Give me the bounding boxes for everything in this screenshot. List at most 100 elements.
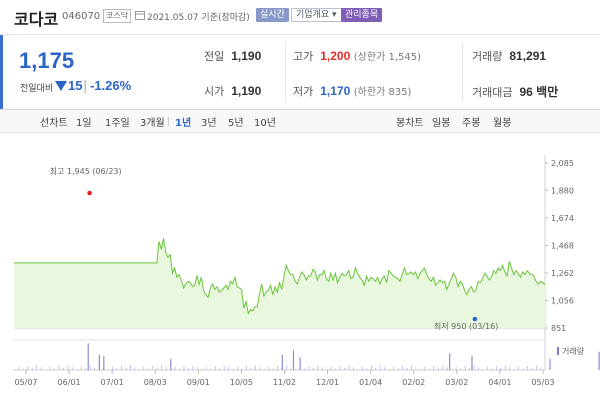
volume-bar [201,369,203,370]
volume-bar [549,358,551,370]
volume-bar [420,369,421,370]
volume-bar [205,366,207,370]
volume-bar [63,367,64,370]
y-tick-label: 2,085 [551,159,574,168]
high-price: 고가 1,200 (상한가 1,545) [293,49,421,63]
tab-1w[interactable]: 1주일 [105,118,130,129]
tab-weekly[interactable]: 주봉 [462,118,481,129]
x-tick-label: 12/01 [316,378,339,387]
volume-bar [527,366,528,370]
volume-bar [304,368,305,370]
volume-bar [299,357,301,370]
tab-daily[interactable]: 일봉 [432,118,451,129]
volume-bar [464,366,466,370]
divider [168,117,169,126]
volume-bar [40,367,42,370]
volume-bar [272,368,274,370]
volume-bar [339,366,341,370]
volume-bar [317,365,319,370]
volume-bar [281,354,283,370]
x-tick-label: 05/03 [531,378,554,387]
tab-1d[interactable]: 1일 [76,118,92,129]
volume-bar [375,367,377,370]
volume-label: 거래량 [562,346,585,356]
volume-bar [451,369,453,370]
current-price-panel: 1,175 전일대비 15 | -1.26% [0,35,195,109]
volume-bar [241,368,243,370]
volume-bar [471,356,473,370]
volume-bar [335,368,337,370]
volume-bar [22,368,24,370]
volume-bar [54,368,55,370]
volume-bar [449,353,451,370]
volume-bar [87,343,89,370]
volume-bar [214,366,216,370]
volume-bar [18,366,20,370]
volume-bar [522,368,524,370]
volume-bar [107,369,109,370]
volume-bar [518,366,520,370]
volume-bar [143,366,145,370]
volume-bar [246,366,247,370]
volume-bar [495,366,497,370]
volume-bar [94,367,96,370]
volume-bar [121,366,122,370]
volume-bar [402,366,404,370]
period-tabs: 선차트 1일 1주일 3개월 1년 3년 5년 10년 봉차트 일봉 주봉 월봉 [0,110,600,133]
prev-close: 전일 1,190 [204,49,262,63]
price-change: 15 [55,78,82,93]
volume-bar [183,366,185,370]
volume-bar [321,367,323,370]
x-tick-label: 11/02 [273,378,296,387]
tab-5y[interactable]: 5년 [228,118,244,129]
volume-bar [469,367,470,370]
volume: 거래량 81,291 [472,49,547,63]
volume-bar [170,358,172,370]
divider [285,43,286,101]
stock-name: 코다코 [14,10,59,29]
volume-bar [130,365,131,370]
market-badge: 코스닥 [103,9,132,23]
tab-1y[interactable]: 1년 [175,118,192,129]
tab-monthly[interactable]: 월봉 [493,118,512,129]
change-value: 15 [68,78,83,93]
volume-bar [437,367,439,370]
volume-bar [80,366,82,370]
tab-10y[interactable]: 10년 [254,118,276,129]
volume-bar [232,369,234,370]
volume-bar [45,369,47,370]
volume-bar [103,356,105,370]
volume-bar [295,369,296,370]
volume-bar [174,366,176,370]
volume-bar [545,369,546,370]
high-marker [87,190,92,196]
tab-3y[interactable]: 3년 [201,118,217,129]
volume-bar [540,367,542,370]
volume-bar [152,366,154,370]
x-tick-label: 02/02 [402,378,425,387]
tab-3m[interactable]: 3개월 [140,118,165,129]
volume-bar [411,365,412,370]
volume-bar [504,365,506,370]
calendar-icon [135,10,145,20]
managed-stock-badge[interactable]: 관리종목 [341,8,383,22]
volume-bar [196,367,198,370]
volume-bar [254,365,256,370]
low-label: 최저 950 (03/16) [434,321,498,331]
volume-bar [125,367,127,370]
x-tick-label: 04/01 [488,378,511,387]
low-price: 저가 1,170 (하한가 835) [293,84,412,98]
volume-bar [478,367,479,370]
volume-bar [14,369,15,370]
stock-code: 046070 [62,11,101,22]
volume-bar [147,368,149,370]
volume-bar [393,366,395,370]
volume-bar [531,367,533,370]
y-tick-label: 1,468 [551,242,574,251]
volume-bar [259,367,261,370]
stock-header: 코다코 046070 코스닥 2021.05.07 기준(장마감) 실시간 기업… [0,0,600,35]
volume-bar [433,366,435,370]
volume-bar [397,368,399,370]
volume-bar [27,366,29,370]
realtime-button[interactable]: 실시간 [256,8,289,22]
